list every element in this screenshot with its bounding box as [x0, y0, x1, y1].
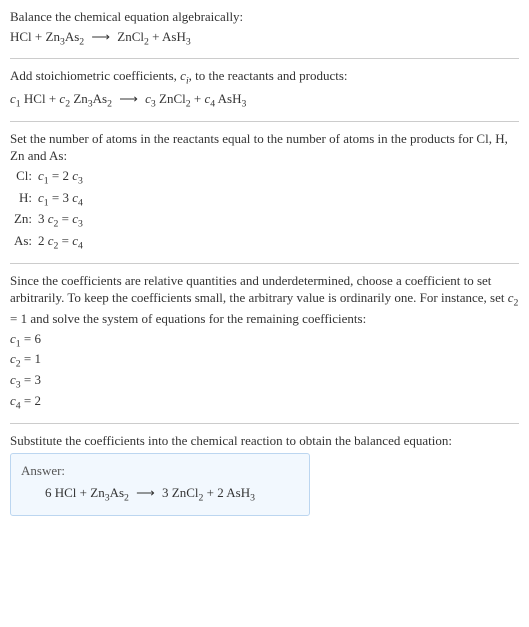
answer-box: Answer: 6 HCl + Zn3As2 ⟶ 3 ZnCl2 + 2 AsH… [10, 453, 310, 515]
atom-label: Cl: [10, 167, 32, 188]
divider [10, 423, 519, 424]
atom-equation: 2 c2 = c4 [38, 232, 83, 253]
coefficient-value: c1 = 6 [10, 330, 519, 351]
substitute-text: Substitute the coefficients into the che… [10, 432, 519, 450]
solve-intro-text: Since the coefficients are relative quan… [10, 272, 519, 328]
coefficient-value: c3 = 3 [10, 371, 519, 392]
reaction-arrow-icon: ⟶ [91, 28, 110, 46]
divider [10, 58, 519, 59]
answer-equation: 6 HCl + Zn3As2 ⟶ 3 ZnCl2 + 2 AsH3 [21, 484, 299, 505]
atom-label: Zn: [10, 210, 32, 231]
atom-label: H: [10, 189, 32, 210]
atom-equation: c1 = 3 c4 [38, 189, 83, 210]
atom-equation: c1 = 2 c3 [38, 167, 83, 188]
intro-text: Balance the chemical equation algebraica… [10, 8, 519, 26]
substitute-section: Substitute the coefficients into the che… [10, 432, 519, 516]
solve-section: Since the coefficients are relative quan… [10, 272, 519, 413]
atom-balance-table: Cl: c1 = 2 c3 H: c1 = 3 c4 Zn: 3 c2 = c3… [10, 167, 83, 253]
reaction-arrow-icon: ⟶ [119, 90, 138, 108]
coefficient-value: c4 = 2 [10, 392, 519, 413]
coeff-intro-text: Add stoichiometric coefficients, ci, to … [10, 67, 519, 88]
coeff-section: Add stoichiometric coefficients, ci, to … [10, 67, 519, 111]
solved-coefficients: c1 = 6 c2 = 1 c3 = 3 c4 = 2 [10, 330, 519, 413]
unbalanced-equation: HCl + Zn3As2 ⟶ ZnCl2 + AsH3 [10, 28, 519, 49]
atom-balance-intro: Set the number of atoms in the reactants… [10, 130, 519, 165]
answer-label: Answer: [21, 462, 299, 480]
intro-section: Balance the chemical equation algebraica… [10, 8, 519, 48]
atom-balance-section: Set the number of atoms in the reactants… [10, 130, 519, 253]
atom-equation: 3 c2 = c3 [38, 210, 83, 231]
divider [10, 263, 519, 264]
divider [10, 121, 519, 122]
coeff-equation: c1 HCl + c2 Zn3As2 ⟶ c3 ZnCl2 + c4 AsH3 [10, 90, 519, 111]
reaction-arrow-icon: ⟶ [136, 484, 155, 502]
coefficient-value: c2 = 1 [10, 350, 519, 371]
atom-label: As: [10, 232, 32, 253]
